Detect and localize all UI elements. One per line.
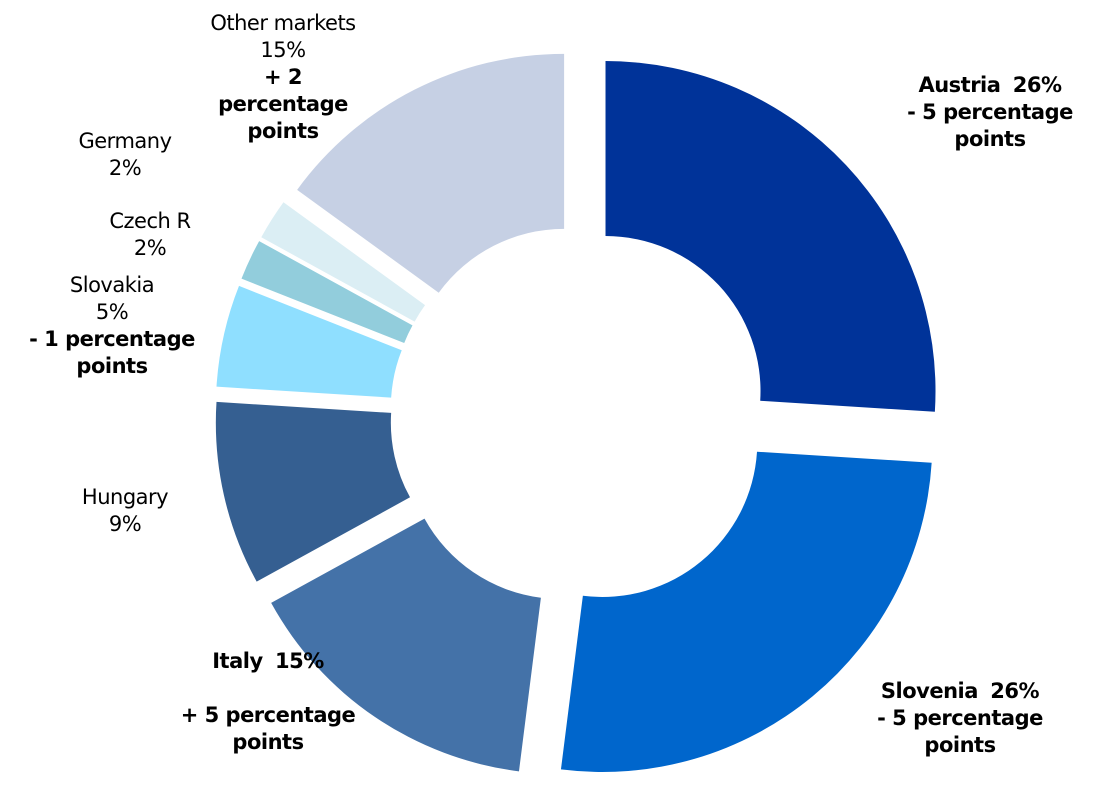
name-value: Hungary 9% <box>45 484 205 538</box>
value-label: 26% <box>990 679 1040 703</box>
category-label: Hungary <box>81 485 169 509</box>
change-annotation: - 1 percentage points <box>29 327 195 378</box>
slice-label: Austria 26% - 5 percentage points <box>875 72 1101 153</box>
donut-slice <box>215 401 411 582</box>
category-label: Slovenia <box>880 679 979 703</box>
name-value: Other markets 15% <box>198 10 368 64</box>
value-label: 15% <box>260 38 306 62</box>
slice-label: Germany 2% <box>45 128 205 182</box>
change-annotation: - 5 percentage points <box>907 100 1073 151</box>
value-label: 15% <box>275 649 324 673</box>
value-label: 2% <box>108 156 142 180</box>
slice-label: Slovakia 5% - 1 percentage points <box>0 272 232 380</box>
donut-slice <box>271 518 541 772</box>
name-value: Austria 26% <box>875 72 1101 99</box>
slice-label: Italy 15% + 5 percentage points <box>173 648 363 756</box>
name-value: Slovakia 5% <box>0 272 232 326</box>
slice-label: Other markets 15% + 2 percentage points <box>198 10 368 145</box>
category-label: Other markets <box>210 11 356 35</box>
category-label: Germany <box>78 129 172 153</box>
category-label: Slovakia <box>69 273 155 297</box>
donut-slice <box>216 285 402 398</box>
donut-slice <box>241 241 413 344</box>
value-label: 26% <box>1012 73 1062 97</box>
category-label: Czech R <box>109 209 191 233</box>
value-label: 5% <box>95 300 129 324</box>
change-annotation: - 5 percentage points <box>877 706 1043 757</box>
donut-slice <box>297 53 565 293</box>
change-annotation: + 5 percentage points <box>180 703 356 754</box>
slice-label: Slovenia 26% - 5 percentage points <box>845 678 1075 759</box>
slice-label: Czech R 2% <box>70 208 230 262</box>
name-value: Germany 2% <box>45 128 205 182</box>
value-label: 9% <box>108 512 142 536</box>
slice-label: Hungary 9% <box>45 484 205 538</box>
donut-slice <box>261 202 426 322</box>
category-label: Italy <box>212 649 263 673</box>
name-value: Slovenia 26% <box>845 678 1075 705</box>
donut-slice <box>560 451 932 772</box>
category-label: Austria <box>918 73 1001 97</box>
name-value: Czech R 2% <box>70 208 230 262</box>
value-label: 2% <box>133 236 167 260</box>
name-value: Italy 15% <box>173 648 363 675</box>
donut-slice <box>605 61 936 412</box>
change-annotation: + 2 percentage points <box>218 65 348 143</box>
